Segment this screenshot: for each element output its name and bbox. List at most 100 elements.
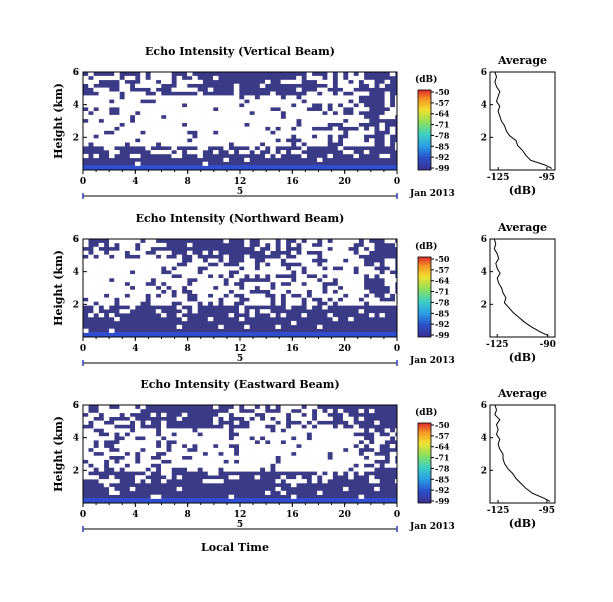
average-x-label: (dB) xyxy=(509,351,536,364)
colorbar-tick-label: -85 xyxy=(435,308,449,318)
x-tick-label: 0 xyxy=(80,344,86,354)
x-tick-label: 16 xyxy=(286,344,299,354)
y-tick-label: 6 xyxy=(73,235,79,245)
x-tick-label: 16 xyxy=(286,177,299,187)
avg-y-tick-label: 2 xyxy=(481,300,487,310)
chart-title: Echo Intensity (Vertical Beam) xyxy=(145,45,335,58)
colorbar-unit: (dB) xyxy=(415,241,437,252)
heatmap-near-ground-band xyxy=(83,165,397,170)
x-tick-label: 12 xyxy=(234,344,247,354)
average-frame xyxy=(489,71,556,171)
x-tick-label: 0 xyxy=(80,177,86,187)
colorbar-tick-label: -99 xyxy=(435,496,450,506)
average-profile: Average 2 4 6 -125 -95(dB) xyxy=(481,54,556,197)
colorbar-tick-label: -57 xyxy=(435,431,449,441)
y-axis-label: Height (km) xyxy=(52,83,65,159)
y-axis-label: Height (km) xyxy=(52,250,65,326)
avg-y-tick-label: 4 xyxy=(481,434,487,444)
colorbar-tick-label: -78 xyxy=(435,297,450,307)
avg-x-tick-label: -125 xyxy=(487,173,510,183)
colorbar xyxy=(417,422,432,504)
colorbar-tick-label: -85 xyxy=(435,474,449,484)
chart-title: Echo Intensity (Northward Beam) xyxy=(136,212,345,225)
x-tick-label: 0 xyxy=(80,510,86,520)
x-tick-label: 0 xyxy=(394,344,400,354)
colorbar-tick-label: -64 xyxy=(435,442,450,452)
colorbar-tick-label: -78 xyxy=(435,130,450,140)
chart-title: Echo Intensity (Eastward Beam) xyxy=(140,378,339,391)
colorbar-tick-label: -50 xyxy=(435,87,450,97)
colorbar-tick-label: -57 xyxy=(435,265,449,275)
average-title: Average xyxy=(497,221,547,234)
colorbar-tick-label: -57 xyxy=(435,98,449,108)
date-label: 5 xyxy=(237,520,243,530)
heatmap-near-ground-band xyxy=(83,332,397,337)
colorbar-tick-label: -50 xyxy=(435,420,450,430)
colorbar-tick-label: -71 xyxy=(435,287,449,297)
avg-y-tick-label: 4 xyxy=(481,101,487,111)
x-tick-label: 0 xyxy=(394,510,400,520)
y-tick-label: 2 xyxy=(73,133,79,143)
colorbar-tick-label: -50 xyxy=(435,254,450,264)
colorbar-tick-label: -92 xyxy=(435,319,449,329)
month-label: Jan 2013 xyxy=(409,189,455,199)
colorbar-tick-label: -99 xyxy=(435,163,450,173)
y-tick-label: 6 xyxy=(73,401,79,411)
y-tick-label: 2 xyxy=(73,466,79,476)
avg-y-tick-label: 6 xyxy=(481,235,487,245)
y-tick-label: 2 xyxy=(73,300,79,310)
average-title: Average xyxy=(497,387,547,400)
colorbar xyxy=(417,89,432,171)
x-tick-label: 4 xyxy=(132,510,138,520)
avg-x-tick-label: -95 xyxy=(539,506,555,516)
average-title: Average xyxy=(497,54,547,67)
x-tick-label: 20 xyxy=(338,177,351,187)
month-label: Jan 2013 xyxy=(409,356,455,366)
avg-y-tick-label: 2 xyxy=(481,133,487,143)
y-tick-label: 4 xyxy=(73,101,79,111)
x-tick-label: 16 xyxy=(286,510,299,520)
heatmap-noise-cells xyxy=(83,72,401,166)
avg-y-tick-label: 2 xyxy=(481,466,487,476)
x-tick-label: 8 xyxy=(185,510,191,520)
x-tick-label: 20 xyxy=(338,510,351,520)
avg-x-tick-label: -90 xyxy=(540,340,556,350)
x-tick-label: 4 xyxy=(132,344,138,354)
date-label: 5 xyxy=(237,187,243,197)
avg-x-tick-label: -125 xyxy=(486,340,509,350)
colorbar xyxy=(417,256,432,338)
x-tick-label: 0 xyxy=(394,177,400,187)
y-tick-label: 6 xyxy=(73,235,79,245)
heatmap-near-ground-band xyxy=(83,498,397,503)
colorbar-tick-label: -85 xyxy=(435,141,449,151)
heatmap-noise-cells xyxy=(83,239,401,333)
colorbar-tick-label: -99 xyxy=(435,330,450,340)
x-tick-label: 20 xyxy=(338,344,351,354)
x-tick-label: 8 xyxy=(185,177,191,187)
x-tick-label: 4 xyxy=(132,177,138,187)
panel-0: Echo Intensity (Vertical Beam) 6 2 4 6 Height… xyxy=(52,45,556,199)
y-tick-label: 6 xyxy=(73,401,79,411)
colorbar-unit: (dB) xyxy=(415,74,437,85)
average-profile-line xyxy=(494,71,553,169)
average-x-label: (dB) xyxy=(509,517,536,530)
y-tick-label: 6 xyxy=(73,68,79,78)
average-profile-line xyxy=(494,404,551,502)
average-x-label: (dB) xyxy=(509,184,536,197)
average-profile: Average 2 4 6 -125 -90 (dB) xyxy=(481,221,556,364)
colorbar-tick-label: -92 xyxy=(435,485,449,495)
heatmap-noise-cells xyxy=(83,405,401,499)
x-axis-label: Local Time xyxy=(201,541,269,554)
colorbar-tick-label: -71 xyxy=(435,120,449,130)
avg-y-tick-label: 6 xyxy=(481,401,487,411)
y-tick-label: 6 xyxy=(73,68,79,78)
colorbar-tick-label: -64 xyxy=(435,276,450,286)
x-tick-label: 8 xyxy=(185,344,191,354)
colorbar-tick-label: -78 xyxy=(435,463,450,473)
avg-y-tick-label: 4 xyxy=(481,268,487,278)
date-label: 5 xyxy=(237,354,243,364)
colorbar-tick-label: -71 xyxy=(435,453,449,463)
y-tick-label: 4 xyxy=(73,268,79,278)
average-frame xyxy=(489,238,556,338)
